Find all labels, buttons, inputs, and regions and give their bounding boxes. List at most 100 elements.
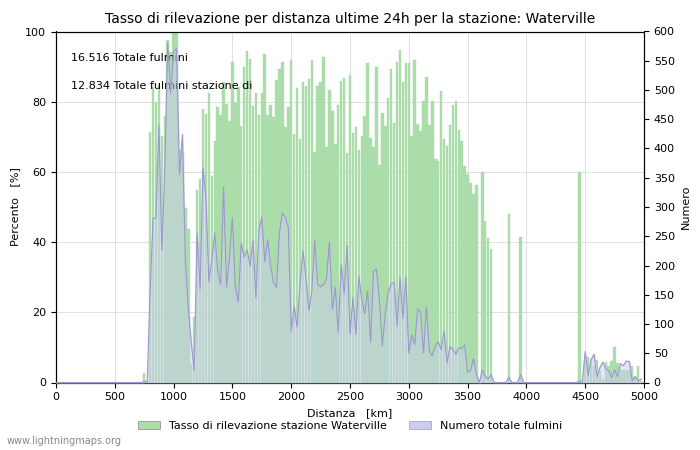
Legend: Tasso di rilevazione stazione Waterville, Numero totale fulmini: Tasso di rilevazione stazione Waterville…: [133, 417, 567, 436]
Bar: [187, 229, 190, 382]
Bar: [640, 381, 643, 382]
Bar: [225, 104, 228, 382]
Bar: [402, 82, 404, 382]
Bar: [328, 90, 330, 382]
Bar: [152, 87, 154, 383]
Bar: [622, 370, 624, 382]
Bar: [422, 100, 425, 382]
Bar: [219, 115, 222, 382]
Bar: [440, 91, 442, 383]
Bar: [610, 360, 613, 382]
Bar: [178, 149, 181, 382]
Bar: [454, 101, 457, 382]
Bar: [343, 77, 345, 382]
Bar: [204, 114, 207, 382]
Bar: [326, 147, 328, 382]
Bar: [625, 370, 628, 382]
Bar: [428, 125, 430, 382]
Bar: [605, 362, 607, 382]
Bar: [196, 190, 198, 382]
Bar: [381, 113, 384, 382]
X-axis label: Distanza   [km]: Distanza [km]: [307, 408, 393, 418]
Bar: [481, 172, 484, 382]
Bar: [260, 93, 263, 382]
Bar: [458, 130, 460, 382]
Bar: [358, 150, 360, 382]
Bar: [208, 93, 210, 382]
Bar: [246, 51, 248, 382]
Text: 12.834 Totale fulmini stazione di: 12.834 Totale fulmini stazione di: [71, 81, 252, 90]
Bar: [231, 63, 234, 382]
Bar: [302, 82, 304, 382]
Bar: [169, 52, 172, 382]
Bar: [316, 86, 319, 382]
Bar: [202, 109, 204, 382]
Bar: [149, 132, 151, 382]
Bar: [596, 360, 598, 382]
Bar: [172, 32, 175, 382]
Y-axis label: Numero: Numero: [680, 185, 690, 229]
Bar: [416, 124, 419, 382]
Bar: [275, 80, 278, 382]
Bar: [437, 161, 440, 382]
Bar: [370, 138, 372, 382]
Bar: [146, 381, 148, 382]
Bar: [484, 221, 486, 382]
Bar: [598, 371, 601, 382]
Bar: [631, 366, 634, 382]
Bar: [167, 40, 169, 382]
Bar: [634, 376, 636, 382]
Bar: [337, 105, 340, 382]
Bar: [593, 366, 595, 382]
Bar: [319, 82, 322, 382]
Bar: [351, 134, 354, 382]
Bar: [243, 67, 246, 382]
Bar: [461, 141, 463, 382]
Bar: [314, 152, 316, 382]
Bar: [237, 87, 239, 383]
Bar: [463, 166, 466, 382]
Bar: [490, 249, 492, 382]
Bar: [255, 93, 257, 382]
Bar: [628, 369, 631, 382]
Bar: [414, 60, 416, 382]
Bar: [419, 131, 422, 382]
Text: 16.516 Totale fulmini: 16.516 Totale fulmini: [71, 53, 188, 63]
Bar: [307, 80, 310, 382]
Bar: [363, 116, 366, 382]
Bar: [175, 32, 178, 382]
Bar: [267, 115, 269, 382]
Bar: [143, 373, 146, 382]
Bar: [390, 69, 393, 382]
Bar: [334, 144, 337, 382]
Bar: [620, 369, 622, 382]
Bar: [349, 75, 351, 382]
Bar: [387, 98, 389, 382]
Bar: [304, 86, 307, 382]
Bar: [331, 111, 334, 382]
Bar: [446, 146, 448, 382]
Bar: [519, 237, 522, 382]
Bar: [228, 121, 231, 382]
Bar: [155, 102, 158, 382]
Bar: [311, 59, 313, 382]
Bar: [299, 140, 301, 382]
Bar: [193, 317, 195, 382]
Y-axis label: Percento   [%]: Percento [%]: [10, 167, 20, 247]
Bar: [184, 207, 187, 382]
Bar: [270, 104, 272, 382]
Bar: [384, 126, 386, 382]
Bar: [601, 379, 604, 382]
Bar: [272, 117, 275, 382]
Bar: [434, 159, 437, 382]
Bar: [258, 115, 260, 382]
Bar: [248, 59, 251, 382]
Bar: [405, 63, 407, 382]
Bar: [158, 84, 160, 382]
Bar: [211, 176, 213, 382]
Bar: [366, 63, 369, 382]
Bar: [449, 125, 452, 382]
Bar: [473, 194, 475, 382]
Bar: [452, 105, 454, 382]
Bar: [466, 174, 469, 382]
